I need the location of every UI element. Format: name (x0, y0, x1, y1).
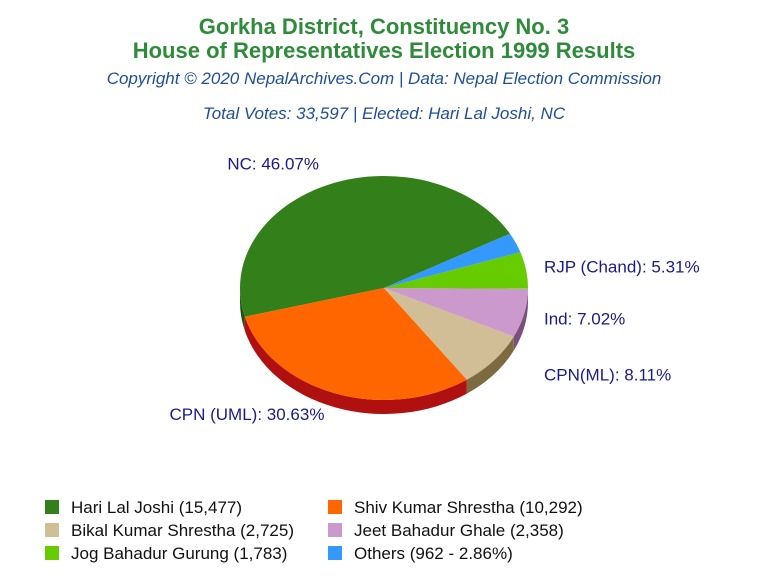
legend-label: Jog Bahadur Gurung (1,783) (71, 544, 288, 563)
pie-slice-side (466, 336, 514, 394)
slice-label: RJP (Chand): 5.31% (544, 258, 700, 277)
legend-label: Hari Lal Joshi (15,477) (71, 498, 243, 517)
legend-swatch (45, 546, 59, 560)
summary-text: Total Votes: 33,597 | Elected: Hari Lal … (202, 104, 566, 123)
pie-slice-side (244, 316, 467, 415)
legend: Hari Lal Joshi (15,477) Shiv Kumar Shres… (45, 498, 745, 573)
pie-slice-side (240, 288, 245, 331)
pie-slice-rjp-chand (384, 252, 528, 289)
pie-labels: NC: 46.07% CPN (UML): 30.63% CPN(ML): 8.11… (170, 155, 700, 424)
legend-label: Jeet Bahadur Ghale (2,358) (354, 521, 564, 540)
legend-label: Others (962 - 2.86%) (354, 544, 513, 563)
pie-slice-side (513, 288, 528, 351)
legend-swatch (45, 523, 59, 537)
pie-slice-cpn-ml (384, 288, 514, 380)
legend-swatch (328, 546, 342, 560)
pie-slice-ind (384, 288, 528, 337)
pie-sides (240, 288, 528, 415)
pie-slice-cpn-uml (244, 288, 467, 400)
pie-slices (239, 176, 528, 400)
legend-label: Bikal Kumar Shrestha (2,725) (71, 521, 294, 540)
legend-label: Shiv Kumar Shrestha (10,292) (354, 498, 583, 517)
slice-label: Ind: 7.02% (544, 309, 625, 328)
chart-title-line-2: House of Representatives Election 1999 R… (132, 38, 636, 63)
pie-slice-others (384, 233, 521, 288)
copyright-text: Copyright © 2020 NepalArchives.Com | Dat… (106, 69, 662, 88)
slice-label: NC: 46.07% (227, 155, 319, 174)
chart-title-line-1: Gorkha District, Constituency No. 3 (198, 14, 570, 39)
legend-swatch (45, 500, 59, 514)
legend-swatch (328, 500, 342, 514)
legend-swatch (328, 523, 342, 537)
pie-slice-nc (239, 176, 510, 317)
slice-label: CPN(ML): 8.11% (544, 366, 671, 385)
slice-label: CPN (UML): 30.63% (170, 405, 325, 424)
pie-chart: NC: 46.07% CPN (UML): 30.63% CPN(ML): 8.11… (170, 155, 700, 424)
